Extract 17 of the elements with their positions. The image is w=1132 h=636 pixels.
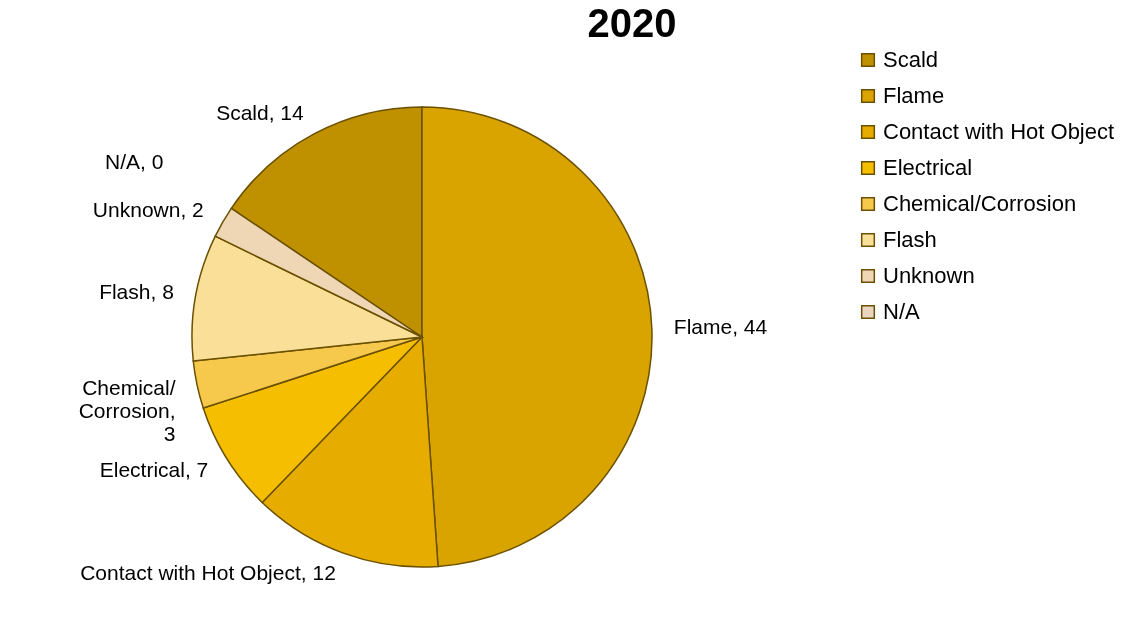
data-label: Contact with Hot Object, 12	[80, 560, 336, 584]
legend-label: N/A	[883, 299, 920, 324]
data-label: Electrical, 7	[99, 457, 209, 481]
legend-label: Scald	[883, 47, 939, 72]
legend-label: Unknown	[883, 263, 975, 288]
data-label: Scald, 14	[216, 101, 305, 125]
legend-label: Flame	[883, 83, 945, 108]
legend-label: Chemical/Corrosion	[883, 191, 1077, 216]
legend-label: Contact with Hot Object	[883, 119, 1115, 144]
legend-label: Electrical	[883, 155, 973, 180]
data-label: Unknown, 2	[92, 198, 204, 221]
data-label: Flash, 8	[99, 280, 174, 304]
legend-label: Flash	[883, 227, 937, 252]
chart-title: 2020	[587, 1, 677, 45]
data-label: Chemical/Corrosion, 3	[78, 376, 176, 446]
data-label: Flame, 44	[673, 315, 768, 339]
text: N/A, 0	[104, 149, 164, 173]
